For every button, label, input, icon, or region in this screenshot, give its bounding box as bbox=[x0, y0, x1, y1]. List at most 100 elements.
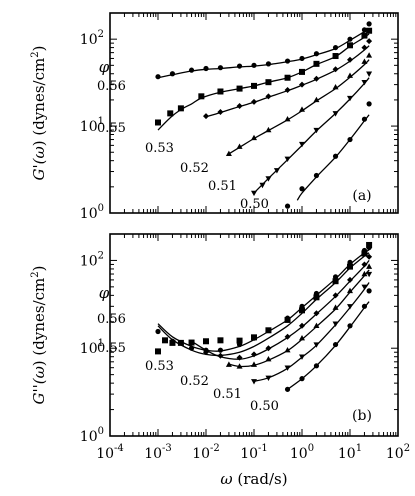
data-point-triangle-up bbox=[284, 116, 291, 122]
data-point-triangle-up bbox=[361, 270, 368, 277]
data-point-square bbox=[265, 79, 272, 86]
data-point-circle bbox=[313, 363, 320, 369]
data-point-diamond bbox=[203, 113, 209, 120]
data-point-triangle-up bbox=[313, 322, 320, 329]
x-tick-label: 10-4 bbox=[96, 443, 124, 462]
fit-curve bbox=[253, 77, 370, 194]
data-point-triangle-up bbox=[265, 126, 272, 133]
plot-area bbox=[155, 21, 373, 209]
y-axis-title: G''(ω) (dynes/cm2) bbox=[30, 265, 48, 404]
data-point-triangle-down bbox=[284, 365, 291, 371]
panel-tag: (b) bbox=[352, 408, 372, 424]
data-point-triangle-up bbox=[236, 143, 243, 149]
data-point-triangle-up bbox=[332, 304, 339, 310]
data-point-triangle-up bbox=[265, 355, 272, 362]
data-point-diamond bbox=[217, 352, 224, 359]
data-point-circle bbox=[332, 44, 339, 51]
series-0-52 bbox=[225, 263, 373, 369]
data-point-circle bbox=[313, 172, 320, 179]
data-point-square bbox=[284, 74, 291, 81]
data-point-diamond bbox=[284, 333, 291, 340]
data-point-circle bbox=[313, 51, 320, 57]
data-point-square bbox=[251, 334, 257, 341]
data-point-circle bbox=[332, 153, 339, 159]
y-tick-label: 102 bbox=[80, 250, 104, 269]
series-label: 0.52 bbox=[180, 161, 209, 176]
data-point-triangle-up bbox=[347, 287, 353, 294]
data-point-circle bbox=[203, 65, 209, 72]
data-point-diamond bbox=[251, 351, 257, 358]
data-point-square bbox=[265, 327, 272, 334]
data-point-circle bbox=[284, 203, 291, 209]
series-0-56 bbox=[155, 244, 372, 353]
fit-curve bbox=[228, 269, 370, 368]
data-point-square bbox=[332, 278, 339, 285]
data-point-square bbox=[299, 307, 305, 314]
data-point-square bbox=[361, 32, 368, 39]
data-point-triangle-up bbox=[347, 72, 353, 78]
data-point-diamond bbox=[217, 109, 224, 116]
x-tick-label: 10-3 bbox=[144, 443, 172, 462]
data-point-triangle-down bbox=[347, 95, 353, 102]
data-point-square bbox=[167, 110, 174, 117]
data-point-triangle-down bbox=[273, 168, 280, 174]
x-axis-title: ω (rad/s) bbox=[220, 470, 287, 488]
data-point-circle bbox=[332, 341, 339, 348]
data-point-triangle-down bbox=[299, 354, 305, 360]
data-point-square bbox=[299, 68, 305, 75]
data-point-square bbox=[236, 85, 243, 92]
series-label: 0.52 bbox=[180, 374, 209, 389]
data-point-circle bbox=[299, 55, 305, 62]
data-point-diamond bbox=[366, 253, 373, 260]
data-point-triangle-up bbox=[299, 335, 305, 341]
data-point-triangle-down bbox=[332, 111, 339, 117]
data-point-triangle-down bbox=[347, 304, 353, 310]
series-0-50 bbox=[284, 288, 372, 392]
data-point-diamond bbox=[313, 75, 320, 82]
data-point-triangle-up bbox=[366, 52, 373, 58]
data-point-triangle-up bbox=[225, 361, 232, 367]
data-point-triangle-down bbox=[313, 127, 320, 134]
data-point-square bbox=[162, 337, 169, 344]
y-tick-label: 101 bbox=[80, 338, 104, 357]
series-label: 0.50 bbox=[250, 399, 279, 414]
phi-symbol-label: φ bbox=[99, 58, 110, 76]
data-point-diamond bbox=[332, 66, 339, 73]
data-point-square bbox=[203, 338, 209, 345]
data-point-square bbox=[236, 337, 243, 344]
data-point-circle bbox=[332, 274, 339, 280]
data-point-diamond bbox=[347, 276, 353, 283]
data-point-circle bbox=[265, 61, 272, 67]
data-point-circle bbox=[366, 101, 372, 107]
series-0-51 bbox=[251, 271, 373, 385]
series-0-52 bbox=[225, 52, 373, 156]
series-0-53 bbox=[191, 253, 373, 361]
series-label: 0.56 bbox=[97, 79, 126, 94]
data-point-square bbox=[313, 60, 320, 67]
plot-area bbox=[155, 241, 373, 392]
data-point-square bbox=[198, 93, 205, 100]
data-point-square bbox=[366, 241, 373, 248]
data-point-triangle-up bbox=[225, 150, 232, 156]
data-point-triangle-up bbox=[366, 263, 373, 269]
series-label: 0.51 bbox=[213, 387, 242, 402]
data-point-square bbox=[188, 339, 195, 346]
data-point-square bbox=[347, 42, 353, 49]
data-point-square bbox=[177, 105, 184, 112]
data-point-diamond bbox=[313, 310, 320, 317]
data-point-triangle-down bbox=[265, 176, 272, 182]
series-0-53 bbox=[203, 38, 373, 120]
data-point-diamond bbox=[236, 103, 243, 110]
data-point-diamond bbox=[332, 292, 339, 299]
data-point-diamond bbox=[203, 349, 209, 356]
data-point-circle bbox=[284, 386, 291, 392]
data-point-triangle-down bbox=[366, 71, 373, 77]
data-point-diamond bbox=[299, 322, 305, 329]
series-0-55 bbox=[155, 27, 373, 131]
data-point-circle bbox=[361, 303, 368, 309]
fit-curve bbox=[157, 249, 370, 352]
data-point-circle bbox=[299, 186, 305, 192]
y-tick-label: 100 bbox=[80, 203, 104, 222]
data-point-diamond bbox=[361, 261, 368, 268]
y-tick-label: 101 bbox=[80, 116, 104, 135]
